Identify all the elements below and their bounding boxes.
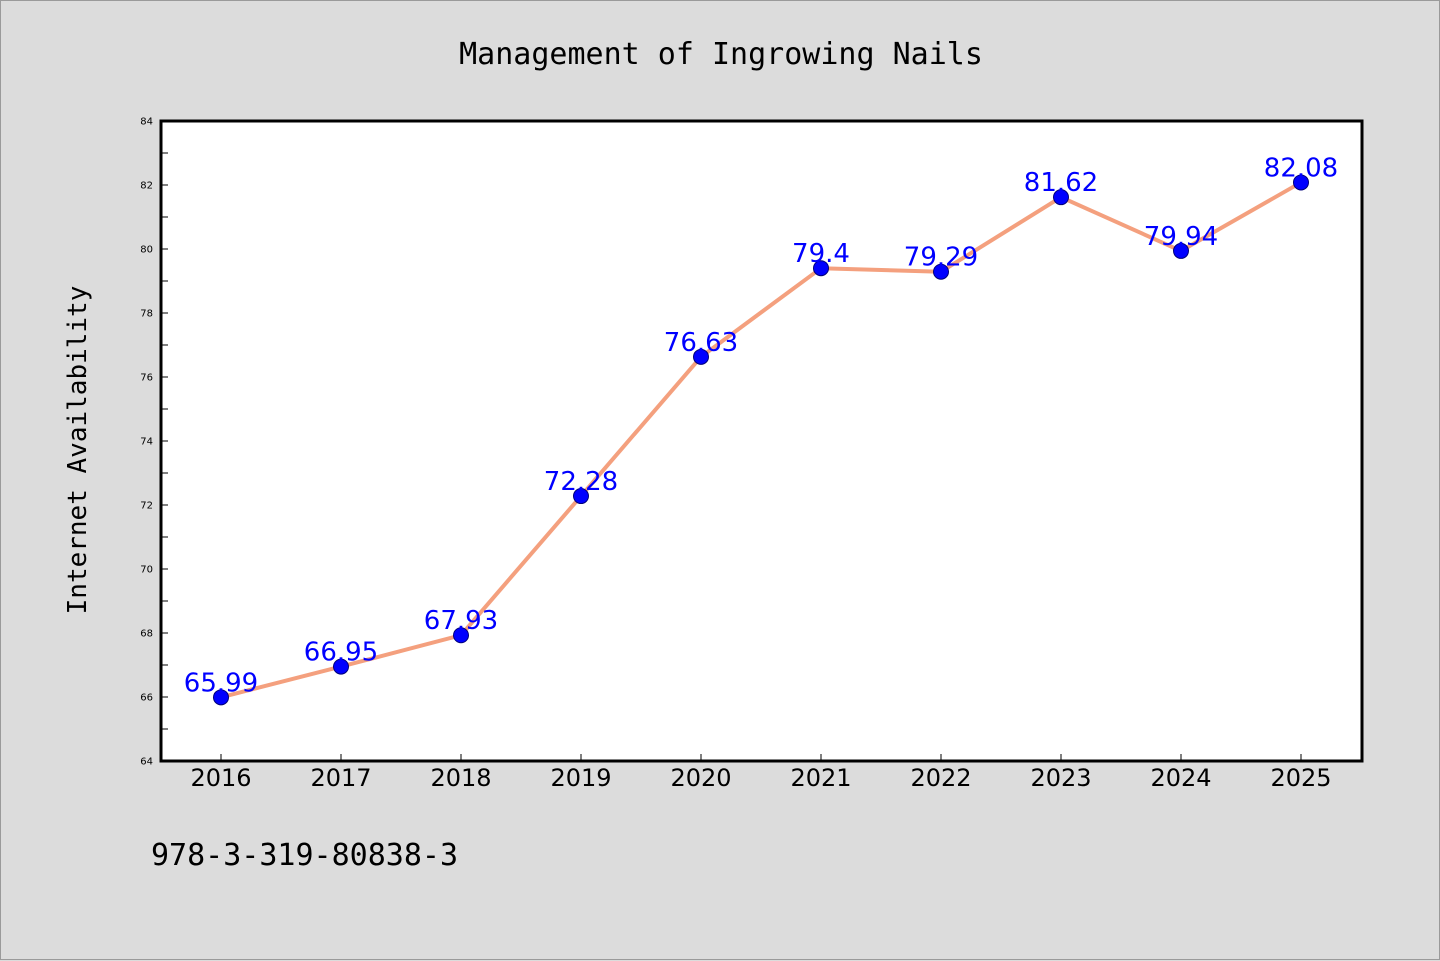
y-tick-label: 76 [140, 373, 153, 384]
y-tick-label: 64 [140, 757, 153, 768]
y-tick-label: 66 [140, 693, 153, 704]
data-point-marker [693, 348, 709, 365]
series-layer: 65.99 66.95 67.93 72.28 76.63 79.4 79.29 81.62 7… [184, 153, 1338, 706]
data-label: 76.63 [664, 328, 738, 358]
data-label: 67.93 [424, 606, 498, 636]
data-point-marker [813, 260, 829, 277]
data-point-marker [1053, 189, 1069, 206]
data-label: 81.62 [1024, 168, 1098, 198]
chart-title: Management of Ingrowing Nails [459, 37, 983, 72]
y-tick-label: 74 [140, 437, 153, 448]
x-tick-label: 2019 [550, 764, 611, 792]
y-tick-label: 84 [140, 117, 153, 128]
data-point-marker [453, 627, 469, 644]
x-tick-label: 2025 [1270, 764, 1331, 792]
data-point-marker [333, 658, 349, 675]
x-tick-label: 2020 [670, 764, 731, 792]
data-point-marker [1173, 242, 1189, 259]
y-tick-label: 70 [140, 565, 153, 576]
x-tick-label: 2023 [1030, 764, 1091, 792]
data-label: 79.4 [792, 239, 850, 269]
x-tick-label: 2021 [790, 764, 851, 792]
y-tick-label: 72 [140, 501, 153, 512]
y-axis: 64 66 68 70 72 74 76 78 80 82 84 [140, 117, 168, 768]
y-tick-label: 80 [140, 245, 153, 256]
data-point-marker [213, 689, 229, 706]
footnote-isbn: 978-3-319-80838-3 [151, 838, 458, 873]
series-line [219, 180, 1303, 700]
x-tick-label: 2022 [910, 764, 971, 792]
x-tick-label: 2024 [1150, 764, 1211, 792]
x-tick-label: 2018 [430, 764, 491, 792]
data-point-marker [573, 488, 589, 505]
data-label: 79.29 [904, 243, 978, 273]
y-tick-label: 78 [140, 309, 153, 320]
y-tick-label: 82 [140, 181, 153, 192]
data-label: 79.94 [1144, 222, 1218, 252]
x-tick-label: 2016 [190, 764, 251, 792]
y-axis-label: Internet Availability [63, 286, 93, 615]
data-label: 66.95 [304, 638, 378, 668]
y-tick-label: 68 [140, 629, 153, 640]
data-label: 72.28 [544, 467, 618, 497]
data-label: 82.08 [1264, 153, 1338, 183]
data-label: 65.99 [184, 668, 258, 698]
x-axis: 2016 2017 2018 2019 2020 2021 2022 2023 2024 2025 [190, 754, 1332, 792]
plot-area [159, 119, 1364, 763]
data-point-marker [1293, 174, 1309, 191]
data-point-marker [933, 263, 949, 280]
x-tick-label: 2017 [310, 764, 371, 792]
